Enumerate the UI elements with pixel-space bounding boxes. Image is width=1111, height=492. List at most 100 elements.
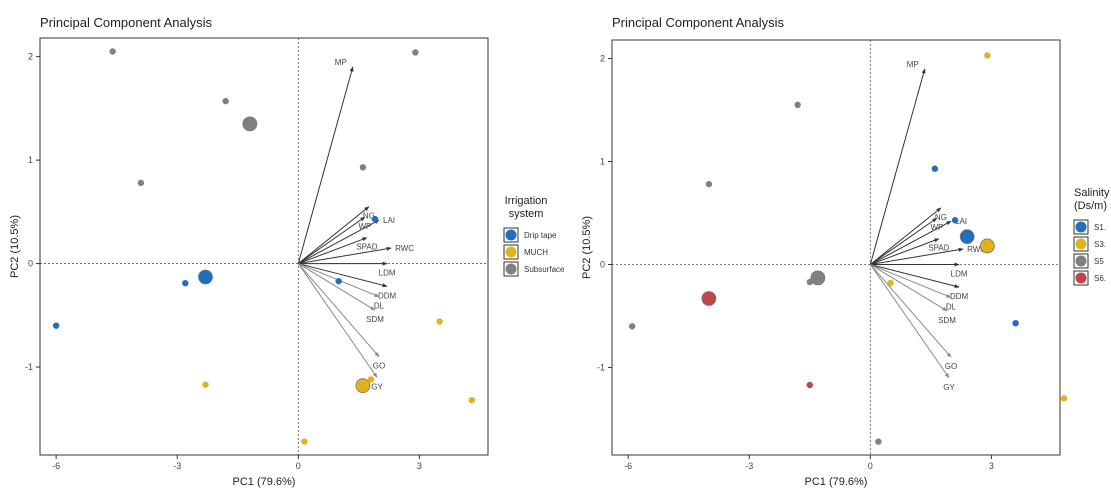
- y-axis-label: PC2 (10.5%): [581, 216, 593, 279]
- data-point: [794, 101, 801, 109]
- loading-label: GY: [371, 382, 383, 391]
- x-axis-label: PC1 (79.6%): [233, 476, 296, 488]
- loading-arrow: [298, 216, 366, 264]
- data-point: [1060, 395, 1068, 402]
- legend-key-swatch: [1075, 255, 1087, 267]
- loading-arrow: [870, 220, 952, 265]
- loading-label: RWC: [395, 244, 414, 253]
- data-point: [412, 49, 419, 56]
- legend-item-label: S5: [1094, 257, 1104, 266]
- loading-arrow: [298, 263, 376, 311]
- legend-key-swatch: [505, 229, 517, 241]
- data-point: [222, 97, 229, 105]
- loading-arrow: [297, 66, 354, 264]
- data-point: [109, 48, 116, 55]
- legend-key-swatch: [505, 246, 517, 258]
- loading-label: GY: [943, 383, 955, 392]
- loading-arrow: [297, 263, 380, 358]
- data-point: [52, 322, 60, 329]
- x-tick-label: 0: [868, 461, 873, 471]
- legend-item-label: S3.: [1094, 240, 1106, 249]
- legend-key-swatch: [1075, 272, 1087, 284]
- legend-item-label: S1.: [1094, 223, 1106, 232]
- legend-item-label: Subsurface: [524, 265, 565, 274]
- y-tick-label: 1: [28, 155, 33, 165]
- x-tick-label: -3: [745, 461, 753, 471]
- data-point: [137, 179, 145, 187]
- group-centroid-point: [810, 270, 826, 286]
- loading-arrow: [298, 237, 368, 265]
- y-tick-label: 2: [28, 52, 33, 62]
- group-centroid-point: [242, 116, 258, 132]
- loading-label: LAI: [955, 217, 967, 226]
- loading-label: GO: [373, 362, 385, 371]
- data-point: [806, 381, 813, 389]
- loading-arrow: [869, 264, 952, 358]
- x-tick-label: 3: [417, 461, 422, 471]
- group-centroid-point: [198, 269, 213, 285]
- data-point: [335, 277, 342, 285]
- plot-frame: [39, 37, 489, 456]
- data-point: [367, 376, 375, 383]
- data-point: [887, 279, 894, 287]
- loading-label: LAI: [383, 216, 395, 225]
- group-centroid-point: [959, 229, 975, 245]
- legend-item-label: MUCH: [524, 248, 548, 257]
- loading-label: MP: [335, 58, 347, 67]
- loading-label: WP: [930, 223, 943, 232]
- loading-label: SPAD: [928, 244, 949, 253]
- plot-frame: [611, 39, 1061, 456]
- data-point: [931, 165, 939, 172]
- legend-title-line: (Ds/m): [1074, 200, 1107, 212]
- y-tick-label: 2: [600, 54, 605, 64]
- data-point: [875, 438, 882, 445]
- loading-arrow: [297, 206, 370, 264]
- chart-title: Principal Component Analysis: [612, 15, 784, 30]
- loading-arrow: [870, 264, 960, 288]
- x-tick-label: -6: [624, 461, 632, 471]
- data-point: [628, 323, 636, 330]
- legend-item-label: S6.: [1094, 274, 1106, 283]
- data-point: [202, 381, 209, 388]
- data-point: [1012, 319, 1019, 327]
- loading-label: GO: [945, 362, 957, 371]
- loading-arrow: [869, 264, 950, 379]
- loading-label: DL: [946, 302, 957, 311]
- x-tick-label: -3: [173, 461, 181, 471]
- loading-arrow: [297, 263, 378, 378]
- chart-panel-1: Principal Component Analysis -6 -3 0 3 -1 0 1 2 P…: [9, 15, 565, 488]
- y-tick-label: -1: [25, 362, 33, 372]
- loading-arrow: [870, 264, 952, 298]
- x-tick-label: -6: [52, 461, 60, 471]
- loading-arrow: [870, 238, 940, 265]
- legend: Salinity(Ds/m) S1. S3. S5 S6.: [1073, 187, 1110, 286]
- loading-label: LDM: [951, 269, 968, 278]
- loading-label: RWC: [967, 245, 986, 254]
- loading-label: DL: [374, 302, 385, 311]
- legend-title-line: Salinity: [1074, 187, 1110, 199]
- chart-title: Principal Component Analysis: [40, 15, 212, 30]
- loading-arrow: [870, 264, 948, 312]
- loading-label: SPAD: [356, 243, 377, 252]
- legend-title-line: Irrigation: [505, 195, 548, 207]
- y-tick-label: -1: [597, 362, 605, 372]
- loading-arrow: [869, 68, 926, 265]
- x-axis-label: PC1 (79.6%): [805, 476, 868, 488]
- data-point: [371, 215, 379, 223]
- loading-label: LDM: [379, 269, 396, 278]
- data-point: [951, 217, 959, 224]
- legend-key-swatch: [505, 263, 517, 275]
- data-point: [436, 318, 443, 325]
- data-point: [182, 280, 189, 287]
- data-point: [468, 396, 476, 404]
- loading-arrow: [298, 246, 392, 265]
- loading-arrow: [298, 219, 380, 265]
- legend-item-label: Drip tape: [524, 231, 557, 240]
- loading-label: DDM: [950, 292, 969, 301]
- loading-label: WP: [358, 222, 371, 231]
- loading-arrow: [869, 207, 942, 265]
- group-centroid-point: [979, 238, 995, 254]
- loading-label: SDM: [938, 316, 956, 325]
